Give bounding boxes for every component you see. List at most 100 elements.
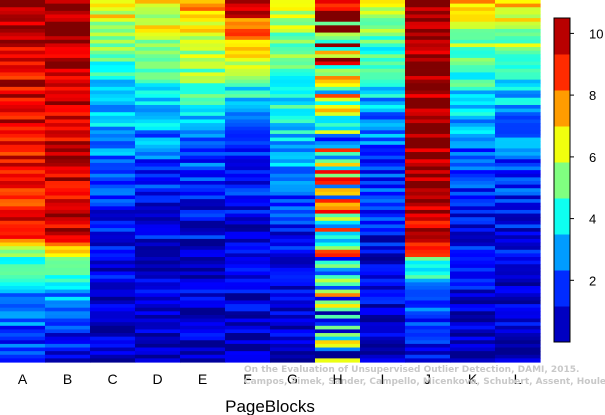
heatmap-cell xyxy=(90,275,136,280)
heatmap-cell xyxy=(270,54,316,59)
heatmap-cell xyxy=(225,61,271,66)
heatmap-cell xyxy=(270,311,316,316)
heatmap-cell xyxy=(135,191,181,197)
heatmap-cell xyxy=(45,206,91,211)
heatmap-cell xyxy=(180,177,226,182)
heatmap-cell xyxy=(90,94,136,99)
x-tick-label: A xyxy=(18,371,28,387)
heatmap-cell xyxy=(315,18,361,23)
heatmap-cell xyxy=(405,238,451,244)
heatmap-cell xyxy=(45,86,91,92)
heatmap-cell xyxy=(135,257,181,262)
heatmap-cell xyxy=(135,181,181,186)
heatmap-cell xyxy=(405,141,451,146)
heatmap-cell xyxy=(135,61,181,66)
heatmap-cell xyxy=(270,202,316,207)
heatmap-cell xyxy=(405,235,451,240)
heatmap-cell xyxy=(45,123,91,128)
heatmap-cell xyxy=(225,191,271,197)
heatmap-cell xyxy=(225,104,271,110)
heatmap-cell xyxy=(270,141,316,146)
heatmap-cell xyxy=(90,90,136,95)
x-tick-label: H xyxy=(332,371,342,387)
heatmap-cell xyxy=(90,123,136,128)
heatmap-cell xyxy=(450,141,496,146)
heatmap-cell xyxy=(225,123,271,128)
heatmap-cell xyxy=(0,162,46,168)
heatmap-cell xyxy=(450,293,496,298)
heatmap-cell xyxy=(90,57,136,63)
heatmap-cell xyxy=(450,231,496,236)
heatmap-cell xyxy=(405,14,451,19)
heatmap-cell xyxy=(135,231,181,236)
heatmap-cell xyxy=(135,311,181,316)
heatmap-cell xyxy=(45,21,91,26)
heatmap-cell xyxy=(360,126,406,131)
heatmap-cell xyxy=(450,112,496,117)
heatmap-cell xyxy=(315,101,361,106)
heatmap-cell xyxy=(270,314,316,320)
heatmap-cell xyxy=(90,144,136,150)
heatmap-cell xyxy=(45,217,91,222)
heatmap-cell xyxy=(45,304,91,309)
heatmap-cell xyxy=(180,202,226,207)
heatmap-cell xyxy=(315,108,361,113)
heatmap-cell xyxy=(270,191,316,197)
heatmap-cell xyxy=(450,340,496,345)
heatmap-cell xyxy=(270,220,316,226)
heatmap-cell xyxy=(135,115,181,121)
heatmap-cell xyxy=(270,159,316,164)
heatmap-cell xyxy=(450,126,496,131)
heatmap-cell xyxy=(270,242,316,247)
heatmap-cell xyxy=(135,25,181,30)
heatmap-cell xyxy=(405,32,451,37)
heatmap-cell xyxy=(450,108,496,113)
heatmap-cell xyxy=(315,152,361,157)
heatmap-cell xyxy=(405,231,451,236)
heatmap-cell xyxy=(0,209,46,215)
heatmap-cell xyxy=(270,325,316,331)
heatmap-cell xyxy=(180,191,226,197)
heatmap-cell xyxy=(360,86,406,92)
heatmap-cell xyxy=(225,141,271,146)
heatmap-cell xyxy=(315,112,361,117)
heatmap-cell xyxy=(405,267,451,273)
heatmap-cell xyxy=(405,300,451,305)
heatmap-cell xyxy=(45,18,91,23)
heatmap-cell xyxy=(135,177,181,182)
heatmap-cell xyxy=(45,220,91,226)
heatmap-cell xyxy=(495,61,541,66)
heatmap-cell xyxy=(450,43,496,48)
heatmap-cell xyxy=(450,83,496,88)
heatmap-cell xyxy=(405,209,451,215)
heatmap-cell xyxy=(45,148,91,153)
heatmap-cell xyxy=(0,296,46,302)
heatmap-cell xyxy=(495,144,541,150)
heatmap-cell xyxy=(450,79,496,84)
heatmap-cell xyxy=(405,336,451,341)
heatmap-cell xyxy=(135,123,181,128)
heatmap-cell xyxy=(225,242,271,247)
heatmap-cell xyxy=(495,86,541,92)
heatmap-cell xyxy=(135,97,181,102)
heatmap-cell xyxy=(495,0,541,5)
heatmap-cell xyxy=(270,238,316,244)
heatmap-cell xyxy=(360,14,406,19)
heatmap-cell xyxy=(360,275,406,280)
heatmap-cell xyxy=(135,166,181,171)
heatmap-cell xyxy=(0,235,46,240)
heatmap-cell xyxy=(360,311,406,316)
heatmap-cell xyxy=(315,336,361,341)
heatmap-cell xyxy=(45,336,91,341)
heatmap-cell xyxy=(135,264,181,269)
heatmap-cell xyxy=(225,253,271,258)
heatmap-cell xyxy=(315,304,361,309)
colorbar-tick-label: 2 xyxy=(589,273,596,288)
heatmap-cell xyxy=(0,220,46,226)
heatmap-cell xyxy=(90,235,136,240)
heatmap-cell xyxy=(135,271,181,276)
heatmap-cell xyxy=(135,246,181,251)
heatmap-cell xyxy=(360,32,406,37)
heatmap-cell xyxy=(0,170,46,175)
heatmap-cell xyxy=(405,343,451,349)
